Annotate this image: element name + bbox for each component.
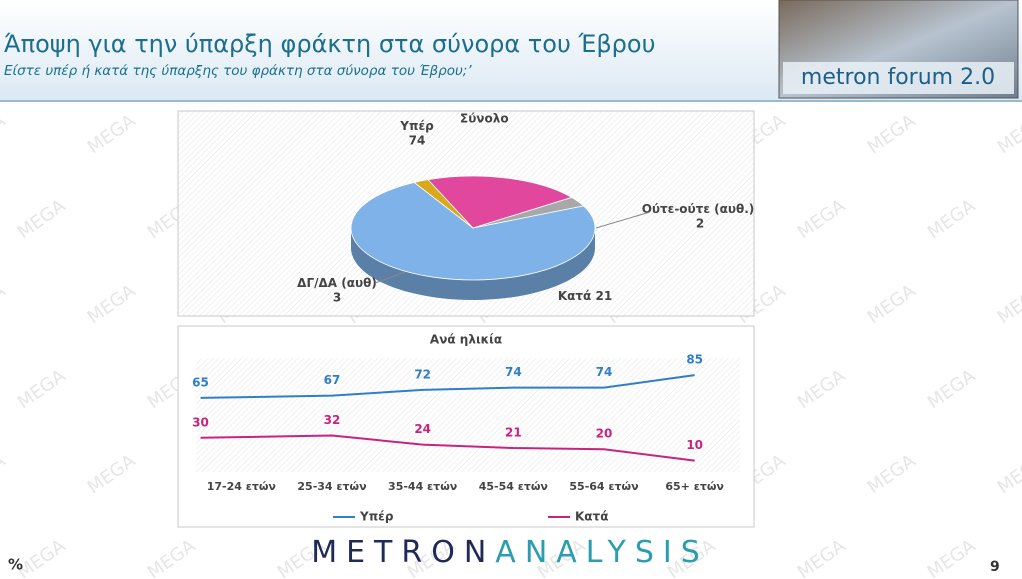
brand-right: ANALYSIS bbox=[495, 535, 708, 570]
pie-category: Ούτε-ούτε (αυθ.) bbox=[642, 202, 755, 216]
series-line bbox=[200, 374, 695, 399]
pie-label: Υπέρ bbox=[399, 119, 434, 133]
watermark: MEGA bbox=[144, 535, 200, 579]
watermark: MEGA bbox=[14, 365, 70, 413]
watermark: MEGA bbox=[0, 280, 10, 328]
watermark: MEGA bbox=[84, 110, 140, 158]
watermark: MEGA bbox=[0, 110, 10, 158]
x-tick-label: 45-54 ετών bbox=[479, 480, 548, 493]
pie-value: 3 bbox=[333, 291, 341, 305]
series-line bbox=[200, 434, 695, 462]
watermark: MEGA bbox=[794, 195, 850, 243]
watermark: MEGA bbox=[924, 535, 980, 579]
watermark: MEGA bbox=[84, 280, 140, 328]
x-tick-label: 65+ ετών bbox=[665, 480, 724, 493]
watermark: MEGA bbox=[864, 280, 920, 328]
pie-slice bbox=[427, 175, 573, 229]
pie-category: Υπέρ bbox=[399, 119, 434, 133]
data-label: 65 bbox=[192, 375, 209, 389]
data-label: 74 bbox=[596, 365, 613, 379]
watermark: MEGA bbox=[924, 365, 980, 413]
pie-label: Κατά 21 bbox=[558, 289, 612, 303]
plot-area bbox=[196, 358, 740, 472]
data-label: 24 bbox=[414, 422, 431, 436]
watermark: MEGA bbox=[864, 110, 920, 158]
logo-text: metron forum 2.0 bbox=[801, 65, 995, 90]
x-tick-label: 17-24 ετών bbox=[207, 480, 276, 493]
brand: METRONANALYSIS bbox=[311, 535, 709, 570]
line-title: Ανά ηλικία bbox=[430, 333, 502, 347]
watermark: MEGA bbox=[864, 450, 920, 498]
pie-slice bbox=[472, 197, 585, 229]
data-label: 72 bbox=[414, 367, 431, 381]
watermark: MEGA bbox=[994, 280, 1022, 328]
data-label: 20 bbox=[596, 427, 613, 441]
pie-title: Σύνολο bbox=[460, 112, 509, 126]
watermark: MEGA bbox=[794, 365, 850, 413]
data-label: 21 bbox=[505, 426, 522, 440]
watermark: MEGA bbox=[14, 195, 70, 243]
leader-line bbox=[595, 211, 651, 229]
watermark: MEGA bbox=[794, 535, 850, 579]
data-label: 10 bbox=[686, 438, 703, 452]
pie-label: ΔΓ/ΔΑ (αυθ) bbox=[297, 276, 377, 290]
unit-label: % bbox=[8, 556, 23, 574]
pie-slice bbox=[350, 181, 596, 281]
data-label: 30 bbox=[192, 415, 209, 429]
legend-label: Υπέρ bbox=[359, 510, 394, 524]
leader-line bbox=[374, 271, 406, 284]
watermark: MEGA bbox=[0, 450, 10, 498]
logo-band bbox=[783, 62, 1014, 94]
x-tick-label: 35-44 ετών bbox=[388, 480, 457, 493]
pie-label: Ούτε-ούτε (αυθ.) bbox=[642, 202, 755, 216]
data-label: 32 bbox=[324, 413, 341, 427]
data-label: 85 bbox=[686, 353, 703, 367]
pie-value: 21 bbox=[595, 289, 612, 303]
pie-value: 74 bbox=[409, 134, 426, 148]
data-label: 67 bbox=[324, 373, 341, 387]
watermark: MEGA bbox=[924, 195, 980, 243]
slide-title: Άποψη για την ύπαρξη φράκτη στα σύνορα τ… bbox=[4, 30, 655, 58]
legend-label: Κατά bbox=[575, 510, 608, 524]
brand-left: METRON bbox=[311, 535, 495, 570]
watermark: MEGA bbox=[84, 450, 140, 498]
data-label: 74 bbox=[505, 365, 522, 379]
pie-category: ΔΓ/ΔΑ (αυθ) bbox=[297, 276, 377, 290]
x-tick-label: 55-64 ετών bbox=[569, 480, 638, 493]
pie-value: 2 bbox=[696, 217, 704, 231]
slide-subtitle: Είστε υπέρ ή κατά της ύπαρξης του φράκτη… bbox=[4, 63, 472, 79]
line-chart: Ανά ηλικία 17-24 ετών 25-34 ετών 35-44 ετών… bbox=[192, 333, 724, 524]
watermark: MEGA bbox=[994, 450, 1022, 498]
pie-category: Κατά bbox=[558, 289, 591, 303]
x-tick-label: 25-34 ετών bbox=[297, 480, 366, 493]
page-number: 9 bbox=[990, 559, 1000, 575]
watermark: MEGA bbox=[994, 110, 1022, 158]
